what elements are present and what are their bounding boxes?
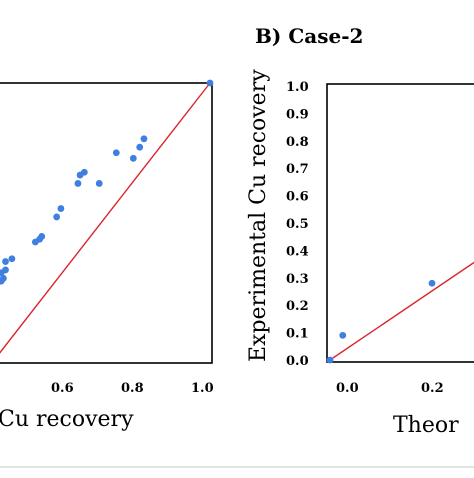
- panel-b-x-axis-label: Theor: [393, 413, 459, 438]
- panel-a: 0.6 0.8 1.0 Cu recovery: [0, 80, 214, 432]
- panel-b-xtick-1: 0.2: [421, 381, 444, 396]
- panel-b-fit-layer: [330, 245, 474, 360]
- panel-b-title: B) Case-2: [255, 24, 363, 48]
- panel-a-point-12: [75, 180, 82, 187]
- panel-a-xtick-layer: 0.6 0.8 1.0: [51, 381, 214, 396]
- panel-b-fit-line: [330, 245, 474, 360]
- panel-b-point-2: [429, 280, 436, 287]
- panel-b-point-0: [327, 357, 334, 364]
- panel-a-point-3: [0, 275, 7, 282]
- panel-b-ytick-10: 1.0: [286, 80, 309, 95]
- caption-fragment: [0, 466, 474, 468]
- panel-a-point-17: [130, 155, 137, 162]
- panel-a-point-11: [58, 205, 65, 212]
- panel-b-frame: [327, 84, 474, 362]
- panel-b-y-axis-label: Experimental Cu recovery: [246, 69, 271, 362]
- panel-b-point-1: [339, 332, 346, 339]
- panel-a-point-10: [53, 214, 60, 221]
- panel-b-ytick-7: 0.7: [286, 162, 309, 177]
- panel-a-point-20: [207, 80, 214, 87]
- panel-a-point-9: [38, 233, 45, 240]
- panel-a-point-5: [2, 258, 9, 265]
- panel-a-fit-line: [0, 83, 210, 356]
- panel-b-ytick-3: 0.3: [286, 272, 309, 287]
- panel-a-point-16: [113, 149, 120, 156]
- panel-a-point-15: [96, 180, 103, 187]
- panel-a-point-14: [81, 169, 88, 176]
- panel-a-point-6: [9, 255, 16, 262]
- panel-a-point-19: [141, 135, 148, 142]
- panel-b-ytick-8: 0.8: [286, 135, 309, 150]
- panel-a-points-layer: [0, 80, 213, 288]
- panel-a-xtick-0: 0.6: [51, 381, 74, 396]
- panel-b-ytick-4: 0.4: [286, 244, 309, 259]
- panel-b: B) Case-2 0.0 0.1 0.2 0.3 0.4 0.5 0.6 0.7 0.8 0.9…: [246, 24, 474, 438]
- panel-b-xtick-0: 0.0: [336, 381, 359, 396]
- panel-a-xtick-2: 1.0: [191, 381, 214, 396]
- panel-b-ytick-layer: 0.0 0.1 0.2 0.3 0.4 0.5 0.6 0.7 0.8 0.9 1.0: [286, 80, 309, 369]
- panel-b-ytick-9: 0.9: [286, 107, 309, 122]
- panel-b-xtick-layer: 0.0 0.2: [336, 381, 444, 396]
- panel-b-ytick-6: 0.6: [286, 190, 309, 205]
- panel-b-ytick-1: 0.1: [286, 327, 309, 342]
- panel-a-fit-layer: [0, 83, 210, 356]
- panel-a-frame: [0, 83, 212, 363]
- panel-a-point-4: [2, 267, 9, 274]
- panel-b-ytick-0: 0.0: [286, 354, 309, 369]
- panel-a-xtick-1: 0.8: [121, 381, 144, 396]
- panel-b-ytick-2: 0.2: [286, 299, 309, 314]
- panel-b-ytick-5: 0.5: [286, 217, 309, 232]
- panel-a-x-axis-label: Cu recovery: [0, 407, 134, 432]
- panel-a-point-18: [136, 144, 143, 151]
